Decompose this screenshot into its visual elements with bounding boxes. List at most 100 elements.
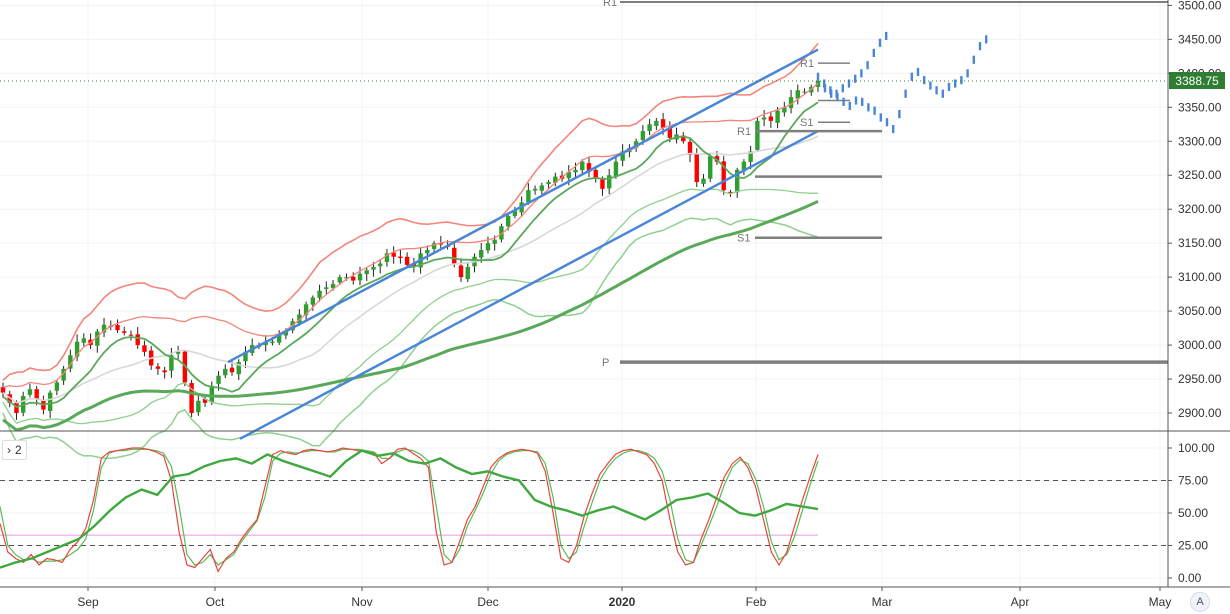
upper-band-inner: [2, 82, 819, 388]
candle-body: [681, 135, 686, 142]
lower-band-outer: [2, 217, 819, 460]
indicator-pane[interactable]: [0, 447, 1168, 573]
candle-body: [606, 175, 612, 189]
candle-body: [425, 249, 430, 254]
candle-body: [647, 124, 652, 131]
candle-body: [223, 368, 228, 376]
y-tick-label: 3350.00: [1178, 100, 1222, 114]
y-tick-label: 3250.00: [1178, 168, 1222, 182]
candle-body: [573, 169, 578, 173]
pane-toggle[interactable]: › 2: [2, 440, 27, 460]
candle-body: [115, 325, 120, 331]
channel-upper: [227, 48, 819, 364]
candle-body: [128, 334, 134, 336]
pivot-s1-mid-label: S1: [737, 233, 750, 245]
candle-body: [54, 382, 60, 391]
candle-body: [68, 355, 73, 369]
candle-body: [694, 153, 699, 183]
x-tick-label: May: [1149, 595, 1172, 609]
rsi-line: [0, 449, 819, 569]
pivot-p-label: P: [602, 357, 609, 369]
stoch-d-line: [0, 448, 819, 566]
y-tick-label: 3150.00: [1178, 236, 1222, 250]
candle-body: [465, 266, 470, 280]
candle-body: [404, 256, 410, 265]
candle-body: [795, 90, 800, 99]
candle-body: [499, 226, 504, 240]
candle-body: [539, 185, 545, 191]
candle-body: [526, 190, 531, 203]
candle-body: [317, 290, 322, 298]
candle-body: [640, 131, 646, 140]
candle-body: [398, 256, 403, 259]
candle-body: [505, 216, 511, 227]
candle-body: [324, 287, 329, 289]
x-tick-label: Feb: [746, 595, 767, 609]
candle-body: [14, 402, 19, 414]
y-tick-label: 100.00: [1178, 441, 1215, 455]
candle-body: [701, 178, 706, 184]
y-tick-label: 2950.00: [1178, 372, 1222, 386]
candle-body: [202, 398, 208, 403]
candle-body: [95, 331, 100, 346]
x-tick-label: 2020: [609, 595, 636, 609]
y-tick-label: 3000.00: [1178, 338, 1222, 352]
candle-body: [364, 270, 369, 275]
chevron-right-icon[interactable]: ›: [7, 443, 11, 457]
candle-body: [283, 331, 289, 336]
x-tick-label: Apr: [1011, 595, 1030, 609]
candle-body: [135, 334, 140, 346]
candle-body: [384, 253, 390, 262]
y-tick-label: 3100.00: [1178, 270, 1222, 284]
candle-body: [34, 389, 39, 400]
candle-body: [532, 188, 538, 191]
candle-body: [189, 383, 194, 414]
channel-lower: [239, 129, 819, 440]
x-tick-label: Oct: [206, 595, 225, 609]
candle-body: [27, 389, 33, 395]
candle-body: [761, 117, 767, 120]
candle-body: [391, 252, 396, 257]
auto-scale-button[interactable]: A: [1190, 592, 1210, 612]
y-tick-label: 2900.00: [1178, 406, 1222, 420]
candle-body: [600, 179, 605, 189]
candle-body: [351, 276, 356, 281]
candle-body: [654, 120, 659, 126]
y-tick-label: 25.00: [1178, 539, 1208, 553]
pivot-levels: R1 R1 S1 P R1 S1: [602, 0, 1168, 369]
candle-body: [357, 273, 363, 281]
candle-body: [142, 345, 147, 352]
candle-body: [566, 171, 571, 179]
candle-body: [687, 141, 693, 155]
current-price-tag: 3388.75: [1169, 72, 1225, 89]
candle-body: [101, 324, 107, 333]
candle-body: [728, 191, 733, 193]
candle-body: [593, 169, 598, 179]
ma-long-line: [2, 200, 819, 432]
candles: [0, 75, 821, 420]
candle-body: [243, 351, 248, 362]
candle-body: [492, 239, 497, 244]
pivot-r1-top-label: R1: [603, 0, 617, 9]
candle-body: [452, 247, 457, 264]
candle-body: [344, 277, 349, 279]
grid: [0, 0, 1168, 587]
candle-body: [485, 243, 491, 251]
y-tick-label: 50.00: [1178, 506, 1208, 520]
main-price-pane[interactable]: R1 R1 S1 P R1 S1: [0, 0, 1168, 460]
candle-body: [81, 338, 87, 343]
y-tick-label: 3500.00: [1178, 0, 1222, 12]
x-tick-label: Sep: [77, 595, 99, 609]
candle-body: [438, 243, 444, 245]
candle-body: [512, 210, 518, 216]
candle-body: [721, 161, 726, 191]
pivot-r1-mid-label: R1: [737, 126, 751, 138]
candle-body: [61, 368, 66, 381]
candle-body: [667, 127, 673, 138]
candle-body: [458, 265, 464, 278]
candle-body: [310, 297, 316, 305]
y-tick-label: 3050.00: [1178, 304, 1222, 318]
candle-body: [660, 119, 666, 128]
candle-body: [229, 367, 235, 373]
